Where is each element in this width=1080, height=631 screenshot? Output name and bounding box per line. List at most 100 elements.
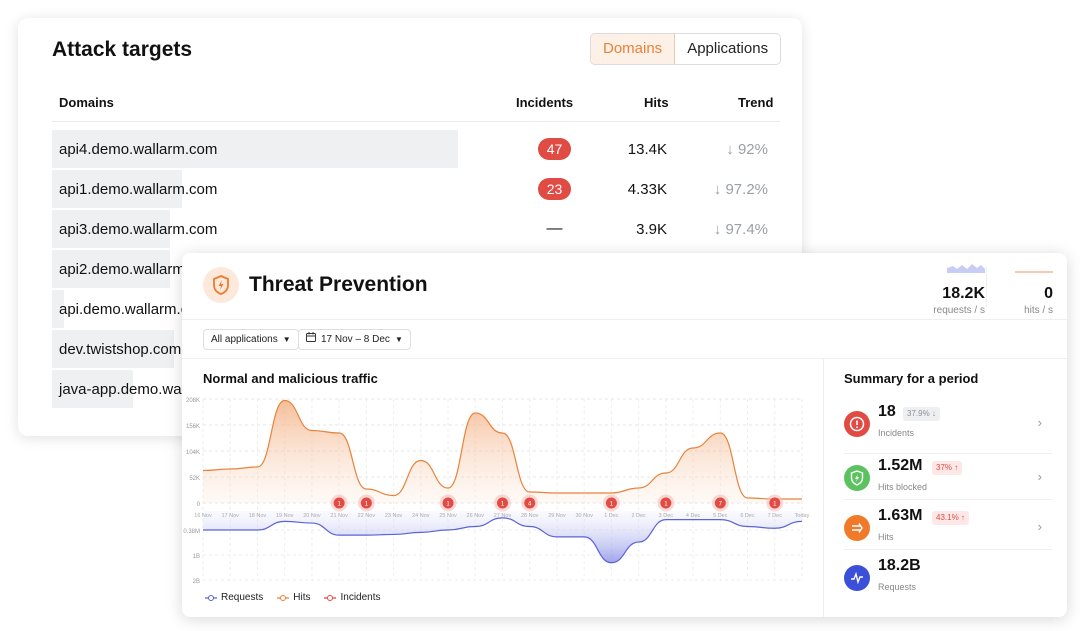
y-tick-label: 104K (186, 450, 200, 456)
incident-count-label: 1 (610, 501, 614, 507)
requests-value: 18.2B (878, 557, 921, 574)
domain-name[interactable]: api4.demo.wallarm.com (59, 141, 218, 158)
x-tick-label: 5 Dec (713, 513, 728, 519)
calendar-icon (306, 330, 316, 349)
incident-marker (660, 497, 672, 509)
x-tick-label: 23 Nov (385, 513, 403, 519)
chart-legend: Requests Hits Incidents (205, 592, 381, 603)
domain-name[interactable]: dev.twistshop.com (59, 341, 182, 358)
hits-blocked-label: Hits blocked (878, 482, 928, 492)
x-tick-label: 2 Dec (631, 513, 646, 519)
legend-hits[interactable]: Hits (277, 592, 310, 603)
incidents-label: Incidents (878, 428, 915, 438)
hits-share-bar (52, 370, 134, 408)
summary-requests[interactable]: 18.2B Requests (844, 557, 1052, 605)
y-tick-label: 208K (186, 398, 200, 404)
trend-value: ↓ 97.4% (713, 221, 768, 238)
trend-value: ↓ 97.2% (713, 181, 768, 198)
table-row[interactable]: api4.demo.wallarm.com 47 13.4K ↓ 92% (52, 130, 780, 168)
column-header-hits[interactable]: Hits (644, 95, 669, 110)
legend-requests[interactable]: Requests (205, 592, 263, 603)
requests-per-second-stat: 18.2K requests / s (933, 263, 985, 316)
table-row[interactable]: api.demo.wallarm.com (52, 290, 780, 328)
panel-divider (823, 358, 824, 617)
x-tick-label: 17 Nov (222, 513, 240, 519)
y-tick-label: 156K (186, 424, 200, 430)
x-tick-label: 1 Dec (604, 513, 619, 519)
y-tick-label: 0.38M (183, 529, 200, 535)
incident-count-label: 7 (719, 501, 723, 507)
chevron-down-icon: ▼ (394, 335, 403, 344)
applications-filter-label: All applications (211, 334, 278, 345)
hits-value: 13.4K (627, 141, 667, 158)
incidents-change-badge: 37.9% ↓ (903, 407, 940, 421)
x-tick-label: 3 Dec (659, 513, 674, 519)
hits-per-second-label: hits / s (1024, 305, 1053, 316)
summary-divider (844, 499, 1052, 500)
incident-marker (605, 497, 617, 509)
x-tick-label: 28 Nov (521, 513, 539, 519)
shield-bolt-icon (844, 465, 870, 491)
y-tick-label: 52K (189, 476, 200, 482)
incident-count-label: 1 (773, 501, 777, 507)
tab-domains[interactable]: Domains (591, 34, 676, 64)
x-tick-label: 27 Nov (494, 513, 512, 519)
hits-change-badge: 43.1% ↑ (932, 511, 969, 525)
threat-prevention-card: Threat Prevention 18.2K requests / s 0 h… (182, 253, 1067, 617)
hits-per-second-stat: 0 hits / s (1015, 263, 1053, 316)
incident-count-label: 1 (446, 501, 450, 507)
hits-line (202, 399, 802, 500)
x-tick-label: 16 Nov (194, 513, 212, 519)
column-header-domains[interactable]: Domains (59, 95, 114, 110)
summary-incidents[interactable]: 18 37.9% ↓ Incidents › (844, 403, 1052, 451)
header-divider (182, 319, 1067, 320)
incident-count-label: 1 (501, 501, 505, 507)
domain-name[interactable]: api.demo.wallarm.com (59, 301, 210, 318)
date-range-filter[interactable]: 17 Nov – 8 Dec ▼ (298, 329, 411, 350)
hits-label: Hits (878, 532, 894, 542)
x-tick-label: 6 Dec (740, 513, 755, 519)
y-tick-label: 1B (193, 554, 200, 560)
x-tick-label: 20 Nov (303, 513, 321, 519)
hits-share-bar (52, 330, 174, 368)
table-row[interactable]: api3.demo.wallarm.com — 3.9K ↓ 97.4% (52, 210, 780, 248)
incident-count-label: 1 (664, 501, 668, 507)
legend-requests-label: Requests (221, 592, 264, 603)
attack-targets-title: Attack targets (52, 38, 193, 61)
incidents-badge: 23 (538, 178, 571, 200)
traffic-chart[interactable]: 208K 156K 104K 52K 0 0.38M 1B 2B 16 Nov 17 Nov 18 … (182, 393, 812, 585)
legend-incidents[interactable]: Incidents (324, 592, 381, 603)
applications-filter[interactable]: All applications ▼ (203, 329, 299, 350)
requests-sparkline (947, 264, 985, 273)
x-tick-label: 24 Nov (412, 513, 430, 519)
summary-hits[interactable]: 1.63M 43.1% ↑ Hits › (844, 507, 1052, 555)
table-row[interactable]: api1.demo.wallarm.com 23 4.33K ↓ 97.2% (52, 170, 780, 208)
incident-marker (769, 497, 781, 509)
y-tick-label: 0 (197, 502, 201, 508)
hits-share-bar (52, 290, 65, 328)
summary-divider (844, 453, 1052, 454)
column-header-trend[interactable]: Trend (738, 95, 774, 110)
hits-value: 3.9K (636, 221, 667, 238)
column-header-incidents[interactable]: Incidents (516, 95, 574, 110)
domain-name[interactable]: api2.demo.wallarm.com (59, 261, 218, 278)
shield-bolt-icon (203, 267, 239, 303)
hits-share-bar (52, 170, 182, 208)
hits-value: 4.33K (627, 181, 667, 198)
requests-per-second-value: 18.2K (942, 285, 985, 302)
tab-applications[interactable]: Applications (675, 34, 781, 64)
domain-name[interactable]: api3.demo.wallarm.com (59, 221, 218, 238)
requests-label: Requests (878, 582, 917, 592)
summary-hits-blocked[interactable]: 1.52M 37% ↑ Hits blocked › (844, 457, 1052, 505)
y-tick-label: 2B (193, 579, 200, 585)
activity-pulse-icon (844, 565, 870, 591)
domain-name[interactable]: api1.demo.wallarm.com (59, 181, 218, 198)
chart-title: Normal and malicious traffic (203, 371, 378, 386)
alert-icon (844, 411, 870, 437)
table-row[interactable]: api2.demo.wallarm.com (52, 250, 780, 288)
hits-sparkline (1015, 271, 1053, 273)
x-tick-label: 29 Nov (548, 513, 566, 519)
table-row[interactable]: dev.twistshop.com (52, 330, 780, 368)
x-tick-label: 25 Nov (439, 513, 457, 519)
hits-per-second-value: 0 (1044, 285, 1053, 302)
